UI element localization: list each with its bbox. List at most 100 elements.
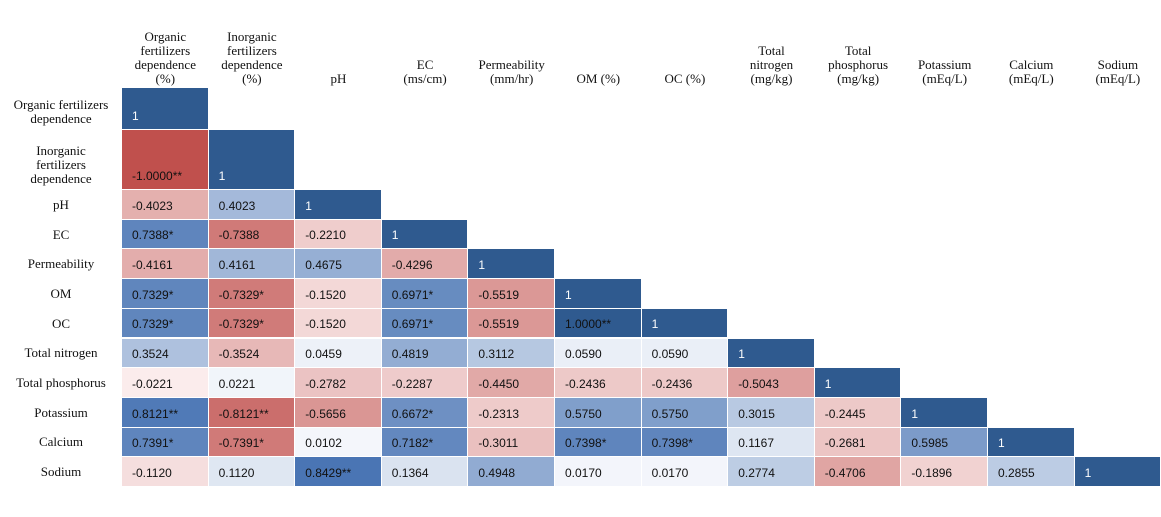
correlation-cell: -0.4161 (122, 249, 209, 280)
cell-value: 1 (824, 376, 832, 391)
correlation-cell: 1.0000** (555, 308, 642, 339)
cell-value: 0.0170 (651, 465, 689, 480)
header-line: Total (844, 43, 872, 58)
column-header: OC (%) (642, 0, 729, 86)
header-line: (mg/kg) (750, 71, 793, 86)
cell-value: 1 (1084, 465, 1092, 480)
header-line: (mm/hr) (490, 71, 534, 86)
cell-value: -0.2445 (824, 406, 866, 421)
column-header: Total nitrogen (mg/kg) (728, 0, 815, 86)
header-line: Calcium (1009, 57, 1054, 72)
cell-value: 0.4819 (391, 347, 429, 362)
column-header: EC (ms/cm) (382, 0, 469, 86)
row-label: Potassium (0, 398, 122, 428)
cell-value: 0.0590 (565, 347, 602, 362)
correlation-cell: 0.2774 (728, 457, 815, 487)
correlation-cell: -0.2210 (295, 219, 382, 250)
correlation-cell: 0.0221 (208, 368, 296, 398)
label-line: OC (51, 315, 71, 331)
cell-value: 0.3524 (132, 347, 169, 362)
header-line: Organic (144, 29, 187, 44)
cell-value: -0.5519 (478, 317, 520, 332)
correlation-cell: 0.4675 (295, 249, 382, 280)
correlation-cell: 0.7388* (122, 219, 209, 250)
correlation-cell: -0.2782 (295, 368, 382, 398)
cell-value: -0.1520 (305, 287, 346, 302)
cell-value: 0.7398* (651, 436, 693, 451)
cell-value: 0.4161 (218, 258, 256, 273)
cell-value: -0.2313 (478, 406, 520, 421)
label-line: Permeability (27, 256, 95, 272)
row-label: pH (0, 190, 122, 220)
cell-value: -0.7391* (218, 436, 264, 451)
cell-value: 0.2855 (998, 465, 1035, 480)
correlation-cell: 0.0170 (641, 457, 729, 487)
header-line: OM (%) (576, 71, 621, 86)
cell-value: -0.1520 (305, 317, 346, 332)
cell-value: -0.5656 (305, 406, 346, 421)
row-label: Inorganic fertilizers dependence (0, 130, 122, 190)
cell-value: 0.8429** (305, 465, 352, 480)
cell-value: 0.4675 (305, 258, 342, 273)
label-line: Sodium (40, 464, 82, 480)
correlation-cell: 0.6971* (381, 308, 469, 339)
row-label: Calcium (0, 428, 122, 458)
header-line: (mEq/L) (1095, 71, 1141, 86)
cell-value: 0.4023 (218, 198, 256, 213)
correlation-cell: 0.6971* (381, 279, 469, 309)
cell-value: 1 (478, 258, 486, 273)
row-label: Organic fertilizers dependence (0, 88, 122, 130)
diagonal-cell: 1 (295, 190, 382, 220)
correlation-cell: 0.7398* (641, 427, 729, 458)
correlation-cell: 0.4819 (381, 338, 469, 369)
cell-value: 1 (132, 109, 139, 123)
header-line: fertilizers (140, 43, 191, 58)
cell-value: 1 (651, 317, 659, 332)
diagonal-cell: 1 (555, 279, 642, 309)
row-label: OC (0, 309, 122, 339)
correlation-cell: 0.1364 (381, 457, 469, 487)
cell-value: 0.5750 (651, 406, 689, 421)
cell-value: 0.1167 (738, 436, 774, 451)
correlation-cell: -0.5656 (295, 397, 382, 428)
cell-value: 0.0590 (651, 347, 689, 362)
correlation-cell: -0.0221 (122, 368, 209, 398)
header-line: Potassium (917, 57, 972, 72)
row-label: EC (0, 220, 122, 250)
correlation-cell: 0.0590 (641, 338, 729, 369)
correlation-cell: 0.5750 (555, 397, 642, 428)
column-header: Sodium (mEq/L) (1075, 0, 1161, 86)
cell-value: 1 (738, 347, 745, 362)
cell-value: 0.6672* (391, 406, 434, 421)
cell-value: -0.4023 (132, 198, 173, 213)
row-label: OM (0, 279, 122, 309)
cell-value: 0.8121** (132, 406, 179, 421)
correlation-cell: 0.1167 (728, 427, 815, 458)
cell-value: -0.3011 (478, 436, 519, 451)
correlation-cell: 0.8429** (295, 457, 382, 487)
header-line: (mEq/L) (1008, 71, 1054, 86)
cell-value: 1 (218, 169, 226, 183)
correlation-cell: 0.5985 (901, 427, 988, 458)
cell-value: 0.4948 (478, 465, 516, 480)
correlation-cell: -0.2287 (381, 368, 469, 398)
cell-value: -0.4706 (824, 465, 866, 480)
correlation-cell: 0.4948 (468, 457, 555, 487)
header-line: (mg/kg) (837, 71, 880, 86)
cell-value: -0.2287 (391, 376, 433, 391)
correlation-cell: 0.8121** (122, 397, 209, 428)
cell-value: -0.8121** (218, 406, 269, 421)
correlation-cell: -0.5519 (468, 279, 555, 309)
correlation-cell: 0.4023 (208, 190, 296, 220)
diagonal-cell: 1 (122, 88, 209, 130)
column-header: Organic fertilizers dependence (%) (122, 0, 209, 86)
correlation-cell: 0.2855 (988, 457, 1075, 487)
diagonal-cell: 1 (988, 427, 1075, 458)
cell-value: -0.5043 (738, 376, 779, 391)
diagonal-cell: 1 (381, 219, 469, 250)
cell-value: -0.7329* (218, 317, 264, 332)
row-label: Total nitrogen (0, 339, 122, 369)
cell-value: -0.2210 (305, 228, 346, 243)
cell-value: 0.1120 (218, 465, 255, 480)
